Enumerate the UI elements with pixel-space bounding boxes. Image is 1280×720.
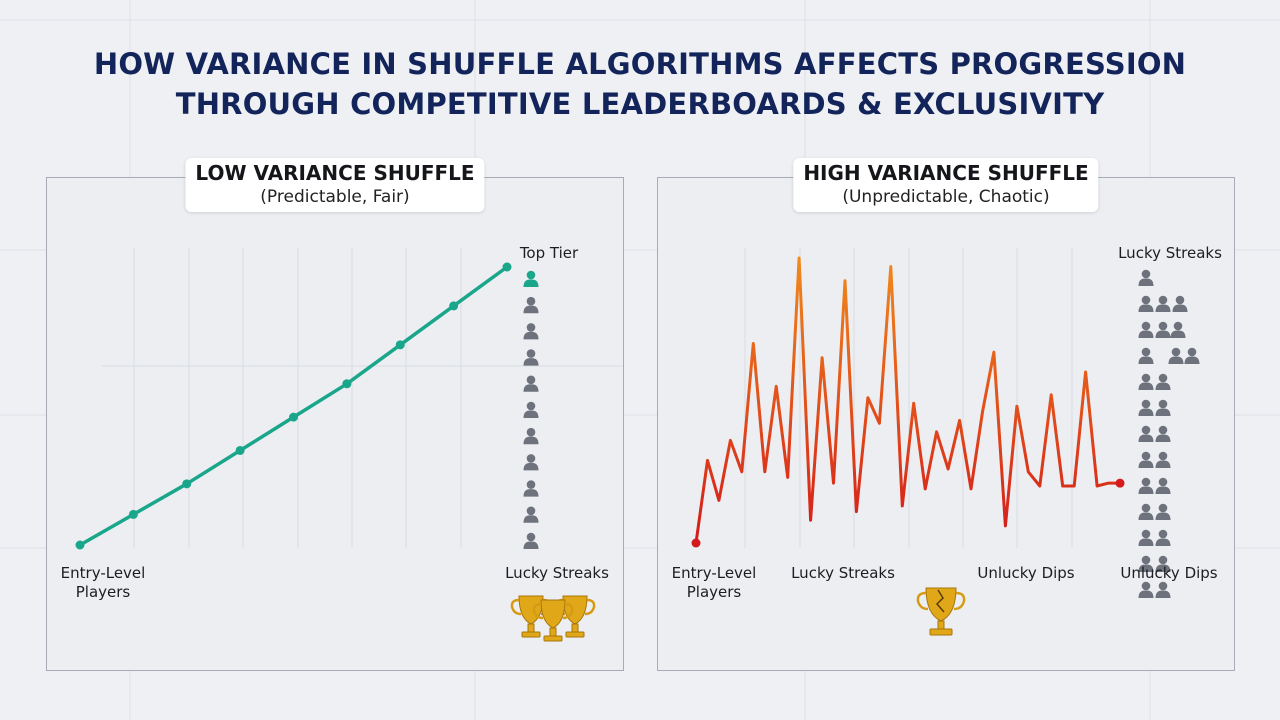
person-icon (1155, 555, 1171, 572)
low-variance-line (79, 265, 509, 547)
person-icon (1138, 477, 1154, 494)
low-variance-point (128, 509, 138, 519)
low-variance-point (75, 540, 85, 550)
person-icon (523, 270, 539, 287)
person-icon (1155, 503, 1171, 520)
person-icon (1168, 347, 1184, 364)
left-top-tier-label: Top Tier (519, 244, 579, 262)
low-variance-point (235, 445, 245, 455)
high-variance-chart (691, 248, 1200, 636)
high-variance-title: HIGH VARIANCE SHUFFLE (803, 161, 1089, 185)
title-line-1: HOW VARIANCE IN SHUFFLE ALGORITHMS AFFEC… (93, 47, 1187, 81)
high-variance-subtitle: (Unpredictable, Chaotic) (842, 187, 1050, 207)
left-lucky-streaks-label: Lucky Streaks (505, 564, 609, 582)
person-icon (1155, 529, 1171, 546)
person-icon (1184, 347, 1200, 364)
person-icon (1155, 425, 1171, 442)
person-icon (1138, 269, 1154, 286)
low-variance-point (182, 479, 192, 489)
person-icon (1155, 373, 1171, 390)
right-entry-label: Entry-Level Players (671, 564, 757, 601)
person-icon (523, 401, 539, 418)
person-icon (1155, 451, 1171, 468)
person-icon (1170, 321, 1186, 338)
person-icon (1155, 295, 1171, 312)
person-icon (1155, 581, 1171, 598)
person-icon (1155, 477, 1171, 494)
title-line-2: THROUGH COMPETITIVE LEADERBOARDS & EXCLU… (175, 87, 1105, 121)
person-icon (1138, 503, 1154, 520)
high-variance-header: HIGH VARIANCE SHUFFLE (Unpredictable, Ch… (793, 158, 1099, 212)
person-icon (523, 532, 539, 549)
person-icon (523, 349, 539, 366)
person-icon (1138, 581, 1154, 598)
low-variance-point (342, 379, 352, 389)
low-variance-chart (75, 248, 623, 643)
person-icon (523, 296, 539, 314)
person-icon (1138, 295, 1154, 312)
low-variance-point (502, 262, 512, 272)
person-icon (1138, 425, 1154, 442)
low-variance-header: LOW VARIANCE SHUFFLE (Predictable, Fair) (185, 158, 485, 212)
right-unlucky-dips-label: Unlucky Dips (977, 564, 1075, 582)
right-lucky-streaks-top-label: Lucky Streaks (1118, 244, 1222, 262)
person-icon (1155, 399, 1171, 416)
low-variance-panel: LOW VARIANCE SHUFFLE (Predictable, Fair)… (46, 158, 624, 671)
person-icon (1138, 373, 1154, 390)
person-icon (1138, 451, 1154, 468)
person-icon (523, 375, 539, 392)
person-icon (1138, 321, 1154, 338)
broken-trophy-icon (916, 587, 966, 636)
trophy-icon (510, 594, 596, 643)
high-variance-start-point (691, 538, 701, 548)
left-people-column (523, 270, 539, 549)
high-variance-panel: HIGH VARIANCE SHUFFLE (Unpredictable, Ch… (657, 158, 1235, 671)
high-variance-line (694, 256, 1120, 544)
low-variance-point (395, 340, 405, 350)
person-icon (1172, 295, 1188, 312)
person-icon (523, 427, 539, 445)
person-icon (1138, 529, 1154, 546)
left-entry-label: Entry-Level Players (60, 564, 146, 601)
person-icon (1138, 399, 1154, 416)
right-lucky-streaks-label: Lucky Streaks (791, 564, 895, 582)
low-variance-title: LOW VARIANCE SHUFFLE (195, 161, 475, 185)
person-icon (1138, 347, 1154, 364)
person-icon (1155, 321, 1171, 338)
low-variance-point (449, 301, 459, 311)
page-title: HOW VARIANCE IN SHUFFLE ALGORITHMS AFFEC… (0, 44, 1280, 124)
low-variance-subtitle: (Predictable, Fair) (260, 187, 410, 207)
high-variance-end-point (1115, 478, 1125, 488)
person-icon (523, 480, 539, 497)
person-icon (523, 506, 539, 523)
person-icon (523, 323, 539, 340)
right-people-column (1138, 269, 1200, 598)
low-variance-point (289, 412, 298, 422)
person-icon (523, 454, 539, 471)
right-unlucky-dips-bottom-label: Unlucky Dips (1120, 564, 1218, 582)
person-icon (1138, 555, 1154, 572)
